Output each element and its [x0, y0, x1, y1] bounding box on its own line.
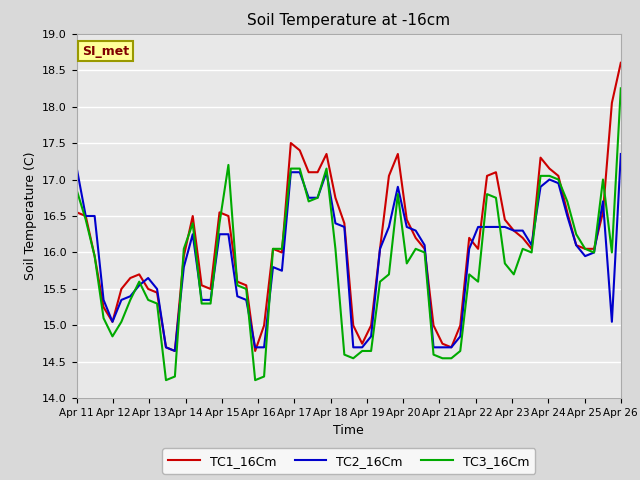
Line: TC3_16Cm: TC3_16Cm: [77, 88, 621, 380]
Legend: TC1_16Cm, TC2_16Cm, TC3_16Cm: TC1_16Cm, TC2_16Cm, TC3_16Cm: [162, 448, 536, 474]
TC3_16Cm: [412, 246, 420, 252]
TC3_16Cm: [73, 188, 81, 193]
TC3_16Cm: [617, 85, 625, 91]
TC1_16Cm: [171, 348, 179, 354]
TC3_16Cm: [225, 162, 232, 168]
TC3_16Cm: [349, 355, 357, 361]
TC2_16Cm: [554, 180, 562, 186]
TC2_16Cm: [118, 297, 125, 303]
TC3_16Cm: [162, 377, 170, 383]
TC1_16Cm: [225, 213, 232, 219]
TC2_16Cm: [617, 151, 625, 157]
Line: TC2_16Cm: TC2_16Cm: [77, 154, 621, 351]
TC1_16Cm: [554, 173, 562, 179]
TC1_16Cm: [118, 286, 125, 292]
Y-axis label: Soil Temperature (C): Soil Temperature (C): [24, 152, 36, 280]
TC2_16Cm: [189, 231, 196, 237]
X-axis label: Time: Time: [333, 424, 364, 437]
TC2_16Cm: [73, 166, 81, 171]
TC1_16Cm: [189, 213, 196, 219]
TC1_16Cm: [73, 209, 81, 215]
TC1_16Cm: [617, 60, 625, 66]
TC2_16Cm: [412, 228, 420, 233]
TC1_16Cm: [349, 323, 357, 328]
TC2_16Cm: [349, 345, 357, 350]
TC2_16Cm: [225, 231, 232, 237]
Text: SI_met: SI_met: [82, 45, 129, 58]
Line: TC1_16Cm: TC1_16Cm: [77, 63, 621, 351]
Title: Soil Temperature at -16cm: Soil Temperature at -16cm: [247, 13, 451, 28]
TC3_16Cm: [554, 177, 562, 182]
TC3_16Cm: [118, 319, 125, 324]
TC1_16Cm: [412, 235, 420, 241]
TC2_16Cm: [171, 348, 179, 354]
TC3_16Cm: [189, 220, 196, 226]
